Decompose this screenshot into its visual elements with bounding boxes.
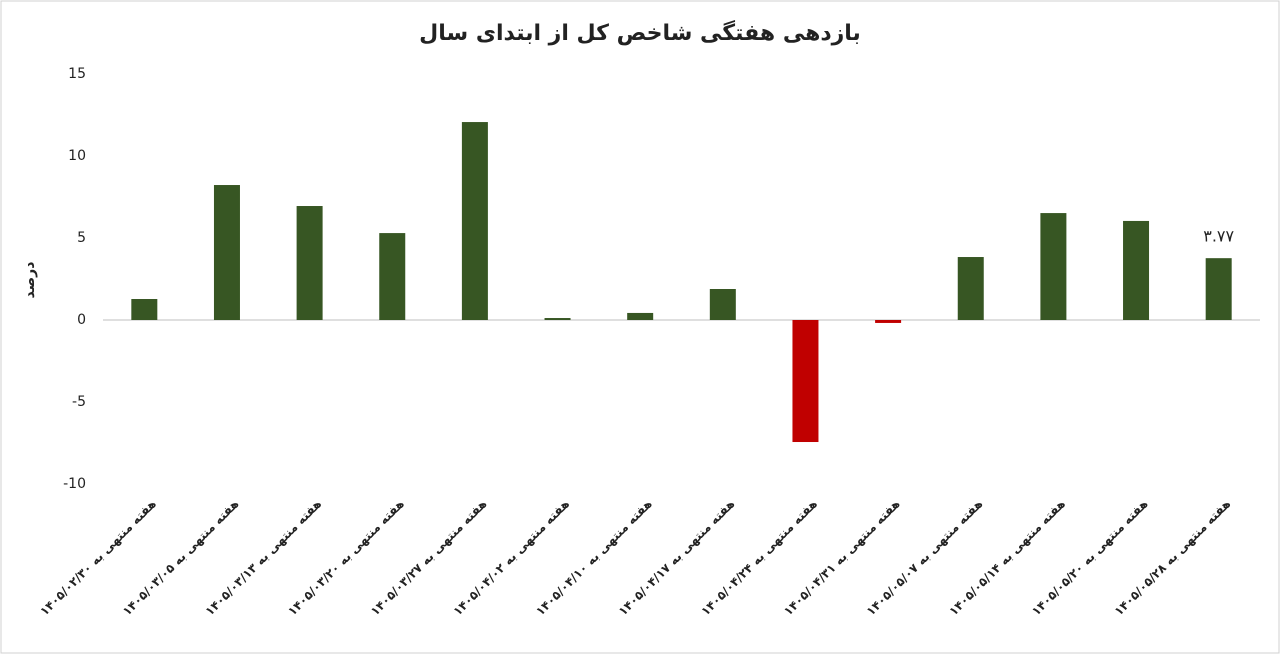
bar: [709, 289, 736, 320]
bar: [1205, 258, 1232, 320]
bar: [1123, 220, 1150, 320]
bar: [131, 299, 158, 320]
y-tick-label: 15: [68, 66, 86, 82]
bar: [379, 233, 406, 320]
bar: [957, 257, 984, 320]
bar: [461, 122, 488, 320]
y-tick-label: -10: [63, 476, 86, 492]
data-label: ۳.۷۷: [1203, 227, 1234, 246]
bar: [213, 185, 240, 320]
bar: [627, 312, 654, 320]
bar: [1040, 213, 1067, 320]
y-tick-label: 0: [77, 312, 86, 328]
bar: [544, 318, 571, 320]
bar: [875, 320, 902, 323]
bar: [792, 320, 819, 443]
chart-title: بازدهی هفتگی شاخص کل از ابتدای سال: [419, 19, 861, 46]
y-tick-label: -5: [72, 394, 86, 410]
y-axis-label: درصد: [22, 262, 38, 299]
bar: [296, 206, 323, 320]
y-tick-label: 5: [77, 230, 86, 246]
y-tick-label: 10: [68, 148, 86, 164]
